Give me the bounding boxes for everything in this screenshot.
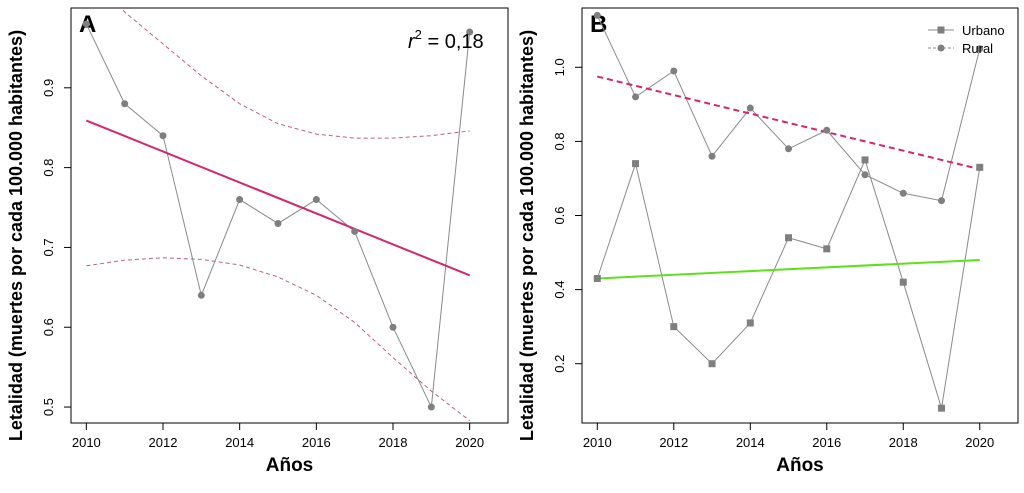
- y-tick-label: 0.5: [41, 398, 56, 416]
- point-urbano: [823, 245, 831, 253]
- point-series-0: [427, 403, 435, 411]
- legend-label-rural: Rural: [962, 41, 993, 56]
- legend-marker: [937, 44, 945, 52]
- point-urbano: [670, 323, 678, 331]
- x-tick-label: 2010: [72, 435, 101, 450]
- x-tick-label: 2018: [889, 435, 918, 450]
- plot-lines: [85, 8, 471, 422]
- x-tick-label: 2020: [455, 435, 484, 450]
- x-axis-label: Años: [266, 455, 314, 476]
- y-tick-label: 0.6: [552, 206, 567, 224]
- point-rural: [823, 126, 831, 134]
- point-rural: [632, 93, 640, 101]
- point-series-0: [312, 196, 320, 204]
- point-series-0: [82, 20, 90, 28]
- x-tick-label: 2016: [302, 435, 331, 450]
- x-tick-label: 2016: [812, 435, 841, 450]
- panel-label: B: [590, 11, 607, 38]
- panel-b: 2010 2012 2014 2016 2018 2020 0.2 0.4 0.6 0.8 1.0 A…: [517, 7, 1019, 476]
- plot-lines: [596, 15, 981, 409]
- y-tick-label: 0.4: [552, 281, 567, 299]
- trend-line: [85, 119, 471, 277]
- point-rural: [899, 189, 907, 197]
- x-axis-label: Años: [776, 455, 824, 476]
- y-tick-label: 0.9: [41, 79, 56, 97]
- point-urbano: [785, 234, 793, 242]
- point-urbano: [938, 404, 946, 412]
- y-axis-label: Letalidad (muertes por cada 100.000 habi…: [6, 30, 26, 441]
- x-tick-label: 2010: [583, 435, 612, 450]
- y-tick-label: 0.2: [552, 355, 567, 373]
- series-line-0: [85, 23, 471, 409]
- point-rural: [593, 11, 601, 19]
- point-series-0: [121, 100, 129, 108]
- series-line-rural: [596, 15, 981, 202]
- trend-line-1: [597, 75, 980, 171]
- point-series-0: [274, 219, 282, 227]
- x-tick-label: 2014: [736, 435, 765, 450]
- point-series-0: [351, 227, 359, 235]
- point-urbano: [746, 319, 754, 327]
- x-tick-label: 2014: [225, 435, 254, 450]
- ci-upper-line: [120, 8, 470, 139]
- point-rural: [670, 67, 678, 75]
- point-rural: [861, 171, 869, 179]
- r-squared-annotation: r2 = 0,18: [408, 27, 484, 53]
- legend-label-urbano: Urbano: [962, 23, 1005, 38]
- y-tick-label: 0.8: [552, 132, 567, 150]
- point-rural: [976, 45, 984, 53]
- point-urbano: [632, 160, 640, 168]
- x-tick-label: 2020: [965, 435, 994, 450]
- x-tick-label: 2018: [379, 435, 408, 450]
- ci-lower-line: [86, 257, 470, 422]
- trend-line-0: [597, 258, 980, 280]
- point-urbano: [593, 274, 601, 282]
- point-urbano: [708, 360, 716, 368]
- point-series-0: [159, 132, 167, 140]
- point-rural: [785, 145, 793, 153]
- point-rural: [746, 104, 754, 112]
- point-urbano: [899, 278, 907, 286]
- point-series-0: [389, 323, 397, 331]
- legend-marker: [937, 26, 945, 34]
- point-urbano: [976, 163, 984, 171]
- y-tick-label: 0.8: [41, 159, 56, 177]
- panel-a: 2010 2012 2014 2016 2018 2020 0.5 0.6 0.7 0.8 0.9 A…: [6, 7, 509, 476]
- y-tick-label: 0.6: [41, 318, 56, 336]
- x-tick-label: 2012: [659, 435, 688, 450]
- legend: Urbano Rural: [928, 23, 1005, 56]
- point-rural: [938, 197, 946, 205]
- plot-frame: [70, 7, 509, 424]
- y-axis-label: Letalidad (muertes por cada 100.000 habi…: [517, 30, 537, 441]
- point-urbano: [861, 156, 869, 164]
- point-rural: [708, 152, 716, 160]
- y-tick-label: 1.0: [552, 58, 567, 76]
- point-series-0: [236, 196, 244, 204]
- y-tick-label: 0.7: [41, 238, 56, 256]
- point-series-0: [466, 28, 474, 36]
- point-series-0: [197, 291, 205, 299]
- x-tick-label: 2012: [149, 435, 178, 450]
